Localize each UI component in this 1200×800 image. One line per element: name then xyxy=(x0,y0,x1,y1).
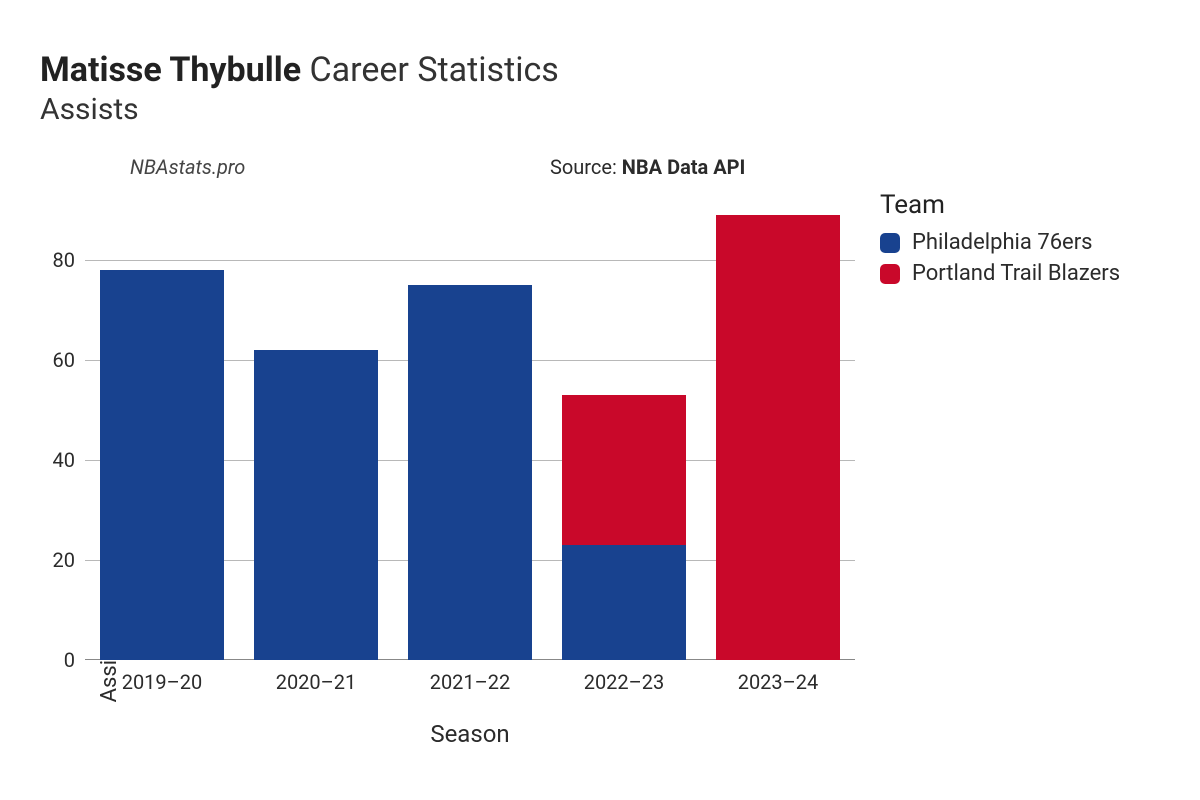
bar-segment xyxy=(100,270,223,660)
bar xyxy=(254,200,377,660)
title-block: Matisse Thybulle Career Statistics Assis… xyxy=(40,50,1160,127)
bar-segment xyxy=(562,395,685,545)
bar-segment xyxy=(716,215,839,660)
title-metric: Assists xyxy=(40,92,1160,127)
bar xyxy=(562,200,685,660)
y-tick-label: 80 xyxy=(25,248,75,272)
x-tick-label: 2022–23 xyxy=(547,670,701,694)
bar-segment xyxy=(562,545,685,660)
watermark: NBAstats.pro xyxy=(130,155,245,179)
title-player-name: Matisse Thybulle xyxy=(40,50,301,90)
x-tick-label: 2019–20 xyxy=(85,670,239,694)
bar xyxy=(716,200,839,660)
y-tick-label: 20 xyxy=(25,548,75,572)
x-tick-label: 2020–21 xyxy=(239,670,393,694)
bar-segment xyxy=(408,285,531,660)
legend-item: Portland Trail Blazers xyxy=(880,261,1120,286)
bar-segment xyxy=(254,350,377,660)
y-tick-label: 0 xyxy=(25,648,75,672)
figure: Matisse Thybulle Career Statistics Assis… xyxy=(0,0,1200,800)
y-tick-label: 40 xyxy=(25,448,75,472)
legend-label: Philadelphia 76ers xyxy=(912,230,1093,255)
bar xyxy=(408,200,531,660)
legend-item: Philadelphia 76ers xyxy=(880,230,1120,255)
legend-title: Team xyxy=(880,190,1120,220)
title-suffix: Career Statistics xyxy=(301,50,559,90)
source-name: NBA Data API xyxy=(622,155,746,179)
plot-area: 0204060802019–202020–212021–222022–23202… xyxy=(85,200,855,660)
source-text: Source: NBA Data API xyxy=(550,155,745,179)
chart: Assists 0204060802019–202020–212021–2220… xyxy=(85,200,855,660)
legend: Team Philadelphia 76ers Portland Trail Bl… xyxy=(880,190,1120,292)
legend-swatch xyxy=(880,264,900,284)
legend-label: Portland Trail Blazers xyxy=(912,261,1120,286)
meta-row: NBAstats.pro Source: NBA Data API xyxy=(40,155,1160,183)
x-axis-label: Season xyxy=(85,720,855,748)
title-line-1: Matisse Thybulle Career Statistics xyxy=(40,50,1160,90)
source-prefix: Source: xyxy=(550,155,622,179)
x-tick-label: 2023–24 xyxy=(701,670,855,694)
y-tick-label: 60 xyxy=(25,348,75,372)
bar xyxy=(100,200,223,660)
x-tick-label: 2021–22 xyxy=(393,670,547,694)
legend-swatch xyxy=(880,233,900,253)
